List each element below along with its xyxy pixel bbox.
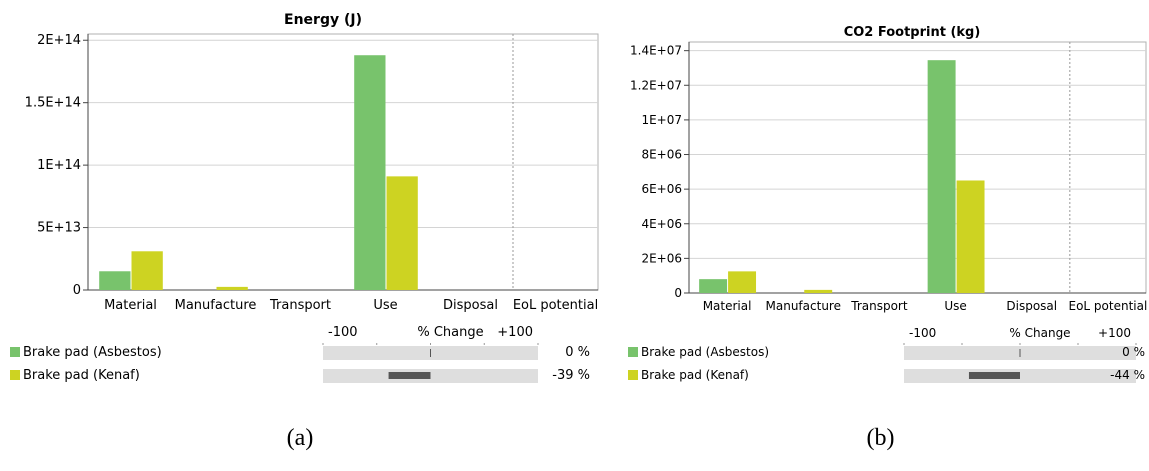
y-tick-label: 1.2E+07	[630, 78, 682, 92]
change-title: % Change	[417, 325, 483, 340]
bar-asbestos	[99, 271, 131, 290]
legend-swatch	[10, 347, 20, 357]
bar-kenaf	[728, 271, 757, 293]
x-tick-label: Transport	[850, 299, 908, 313]
bar-kenaf	[131, 251, 163, 290]
chart-title: Energy (J)	[284, 12, 362, 28]
change-percent: -39 %	[552, 368, 590, 383]
change-min-label: -100	[909, 326, 936, 340]
caption-a: (a)	[286, 425, 314, 451]
change-percent: -44 %	[1110, 368, 1145, 382]
x-tick-label: Use	[373, 298, 397, 313]
legend-label: Brake pad (Asbestos)	[23, 345, 162, 360]
x-tick-label: Disposal	[443, 298, 498, 313]
legend-label: Brake pad (Asbestos)	[641, 345, 769, 359]
x-tick-label: Transport	[269, 298, 331, 313]
chart-title: CO2 Footprint (kg)	[844, 25, 981, 40]
y-tick-label: 1.4E+07	[630, 44, 682, 58]
change-min-label: -100	[328, 325, 358, 340]
x-tick-label: EoL potential	[513, 298, 598, 313]
y-tick-label: 1E+07	[641, 113, 682, 127]
plot-frame	[688, 41, 1147, 294]
x-tick-label: Use	[944, 299, 966, 313]
change-bar	[388, 372, 431, 379]
energy-chart: Energy (J) 0 5E+13 1E+14 1.5E+14 2E+14 Materia…	[10, 12, 599, 383]
legend-label: Brake pad (Kenaf)	[641, 368, 749, 382]
x-tick-label: EoL potential	[1069, 299, 1148, 313]
change-title: % Change	[1009, 326, 1070, 340]
bar-asbestos	[699, 279, 728, 293]
x-tick-label: Manufacture	[175, 298, 257, 313]
bar-kenaf	[216, 286, 248, 290]
y-tick-label: 0	[73, 283, 81, 298]
legend-label: Brake pad (Kenaf)	[23, 368, 140, 383]
y-tick-label: 1.5E+14	[25, 96, 81, 111]
x-tick-label: Material	[104, 298, 157, 313]
change-percent: 0 %	[1122, 345, 1145, 359]
change-bar	[968, 372, 1020, 379]
y-tick-label: 0	[674, 286, 682, 300]
legend-swatch	[628, 347, 638, 357]
change-max-label: +100	[497, 325, 533, 340]
y-tick-label: 1E+14	[37, 158, 81, 173]
y-tick-label: 2E+14	[37, 33, 81, 48]
x-tick-label: Manufacture	[766, 299, 841, 313]
legend-swatch	[10, 370, 20, 380]
y-tick-label: 5E+13	[37, 221, 81, 236]
change-max-label: +100	[1098, 326, 1131, 340]
y-tick-label: 2E+06	[641, 251, 682, 265]
y-tick-label: 8E+06	[641, 148, 682, 162]
bar-kenaf	[956, 180, 985, 293]
legend-swatch	[628, 370, 638, 380]
bar-kenaf	[804, 289, 833, 293]
y-tick-label: 6E+06	[641, 182, 682, 196]
bar-kenaf	[386, 176, 418, 290]
co2-chart: CO2 Footprint (kg) 0 2E+06 4E+06 6E+06 8E+06 1…	[628, 25, 1148, 383]
change-percent: 0 %	[565, 345, 590, 360]
caption-b: (b)	[866, 425, 895, 451]
x-tick-label: Material	[703, 299, 752, 313]
bar-asbestos	[927, 60, 956, 294]
chart-panel-co2: CO2 Footprint (kg) 0 2E+06 4E+06 6E+06 8E+06 1…	[612, 0, 1149, 471]
chart-panel-energy: Energy (J) 0 5E+13 1E+14 1.5E+14 2E+14 Materia…	[10, 12, 599, 451]
plot-frame	[87, 33, 599, 291]
y-tick-label: 4E+06	[641, 217, 682, 231]
bar-asbestos	[354, 55, 386, 291]
x-tick-label: Disposal	[1006, 299, 1057, 313]
